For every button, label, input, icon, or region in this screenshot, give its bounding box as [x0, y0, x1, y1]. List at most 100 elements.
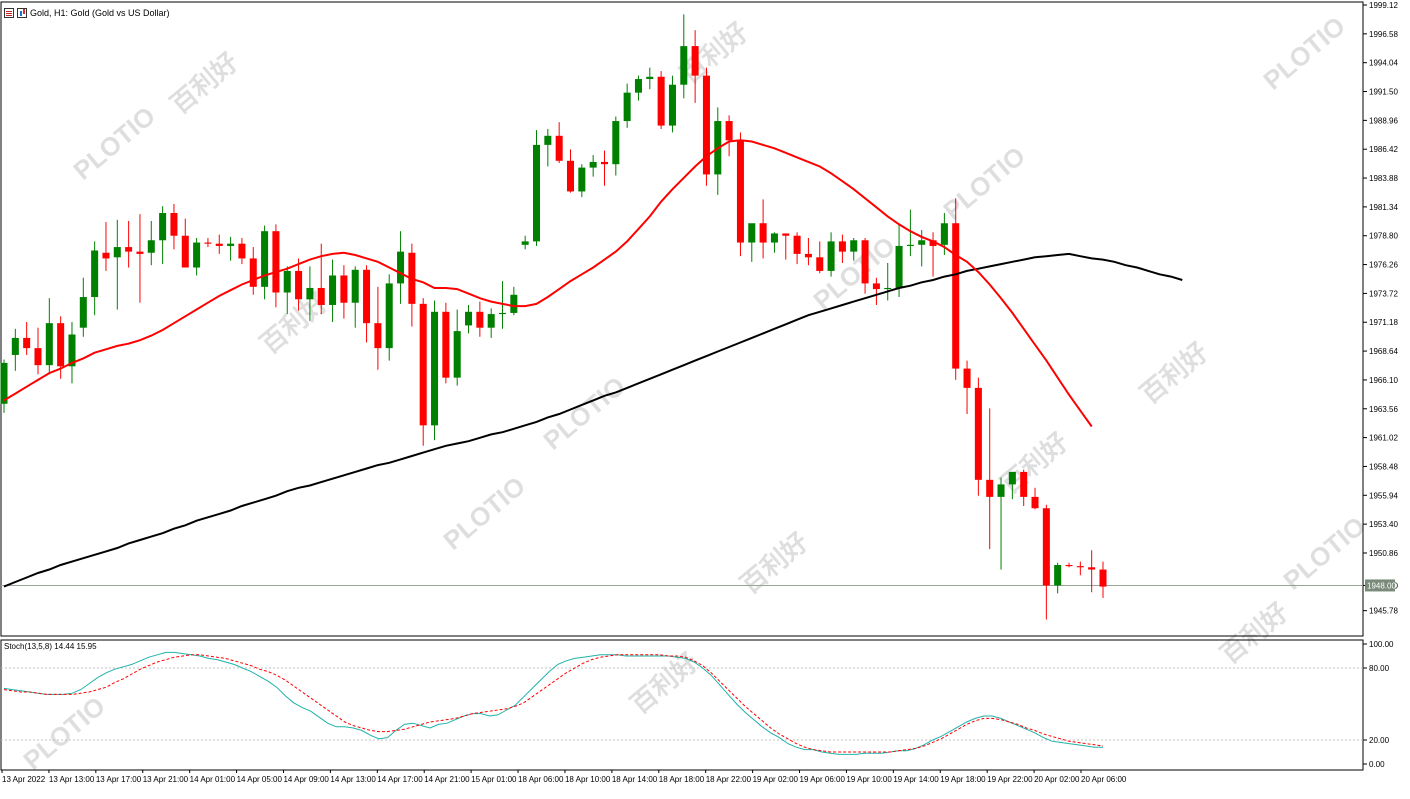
price-tick-label: 1950.86 [1369, 549, 1398, 558]
stochastic-label: Stoch(13,5,8) 14.44 15.95 [4, 642, 97, 651]
candle [45, 298, 53, 375]
candle [600, 150, 608, 186]
candle [113, 219, 121, 310]
moving-average-fast [3, 139, 1093, 428]
candle-body [702, 75, 710, 175]
candle-body [0, 362, 8, 404]
candle-body [272, 231, 280, 293]
candle [1020, 469, 1028, 506]
candle-body [431, 311, 439, 426]
candle-body [57, 323, 65, 367]
price-tick-label: 1988.96 [1369, 116, 1398, 125]
candle-body [657, 76, 665, 126]
candle-body [442, 311, 450, 378]
stoch-tick-label: 80.00 [1369, 664, 1390, 673]
candle [227, 236, 235, 261]
candle-body [215, 243, 223, 246]
candle-body [317, 287, 325, 305]
candle-body [1042, 508, 1050, 586]
candle [442, 302, 450, 384]
candle [91, 241, 99, 316]
candle [555, 122, 563, 164]
candle-body [374, 323, 382, 349]
candle-body [544, 135, 552, 145]
price-axis: 1999.12 1996.58 1994.04 1991.50 1988.96 1986.… [1363, 1, 1398, 616]
candle [419, 298, 427, 446]
candle [521, 235, 529, 250]
candle-body [566, 160, 575, 192]
time-tick-label: 13 Apr 21:00 [143, 775, 189, 784]
candle-body [419, 303, 427, 426]
price-tick-label: 1983.88 [1369, 174, 1398, 183]
candle [646, 67, 654, 90]
candle [634, 75, 642, 101]
time-tick-label: 20 Apr 06:00 [1081, 775, 1127, 784]
price-tick-label: 1986.42 [1369, 145, 1398, 154]
stoch-tick-label: 100.00 [1369, 640, 1394, 649]
candle-body [680, 46, 688, 85]
candle-body [102, 252, 110, 259]
price-tick-label: 1953.40 [1369, 520, 1398, 529]
candle [702, 67, 710, 186]
candle-body [91, 250, 99, 298]
candle-body [804, 253, 812, 258]
chart-type-icon[interactable] [17, 8, 27, 18]
price-tick-label: 1991.50 [1369, 88, 1398, 97]
time-tick-label: 19 Apr 14:00 [893, 775, 939, 784]
stoch-tick-label: 20.00 [1369, 736, 1390, 745]
candle [884, 262, 892, 301]
candle [1088, 550, 1096, 593]
candle-body [329, 275, 337, 305]
stochastic-axis: 100.00 80.00 20.00 0.00 [1363, 640, 1394, 769]
time-tick-label: 14 Apr 05:00 [237, 775, 283, 784]
candle [181, 218, 189, 268]
candle-body [476, 311, 484, 328]
price-tick-label: 1994.04 [1369, 59, 1398, 68]
candle [963, 360, 971, 414]
moving-average-slow [3, 252, 1183, 588]
candle [589, 155, 597, 177]
candle-body [283, 270, 291, 293]
candle [861, 237, 869, 294]
candle-body [872, 283, 880, 290]
price-tick-label: 1996.58 [1369, 30, 1398, 39]
candle [238, 237, 246, 265]
candle [804, 237, 812, 266]
candle [329, 259, 337, 323]
candle-body [11, 337, 19, 355]
candle-body [578, 167, 586, 192]
price-tick-label: 1973.72 [1369, 289, 1398, 298]
time-tick-label: 14 Apr 21:00 [424, 775, 470, 784]
candle [544, 128, 552, 167]
candle [102, 222, 110, 271]
candle [431, 300, 439, 441]
stochastic-signal-line [3, 654, 1104, 753]
candle [79, 277, 87, 337]
time-tick-label: 18 Apr 10:00 [565, 775, 611, 784]
chart-title: Gold, H1: Gold (Gold vs US Dollar) [30, 8, 170, 18]
candle [125, 220, 133, 268]
candle-body [555, 135, 563, 161]
chart-list-icon[interactable] [4, 8, 14, 18]
candle-body [351, 269, 359, 303]
time-tick-label: 20 Apr 02:00 [1034, 775, 1080, 784]
candle [736, 132, 744, 257]
candle-body [770, 233, 778, 243]
price-tick-label: 1961.02 [1369, 434, 1398, 443]
time-tick-label: 19 Apr 06:00 [800, 775, 846, 784]
candle-body [227, 243, 235, 246]
candle-body [634, 79, 642, 93]
candle [1099, 561, 1107, 598]
candle-body [125, 247, 133, 252]
candle [623, 83, 631, 128]
stochastic-main-line [3, 651, 1103, 755]
window-title-bar: Gold, H1: Gold (Gold vs US Dollar) [4, 6, 170, 20]
candle-body [510, 294, 518, 313]
price-tick-label: 1963.56 [1369, 405, 1398, 414]
candle [0, 359, 8, 413]
price-tick-label: 1971.18 [1369, 318, 1398, 327]
candle [1054, 562, 1062, 594]
candle [295, 258, 303, 311]
candle-body [79, 297, 87, 328]
candle-body [1054, 565, 1062, 586]
